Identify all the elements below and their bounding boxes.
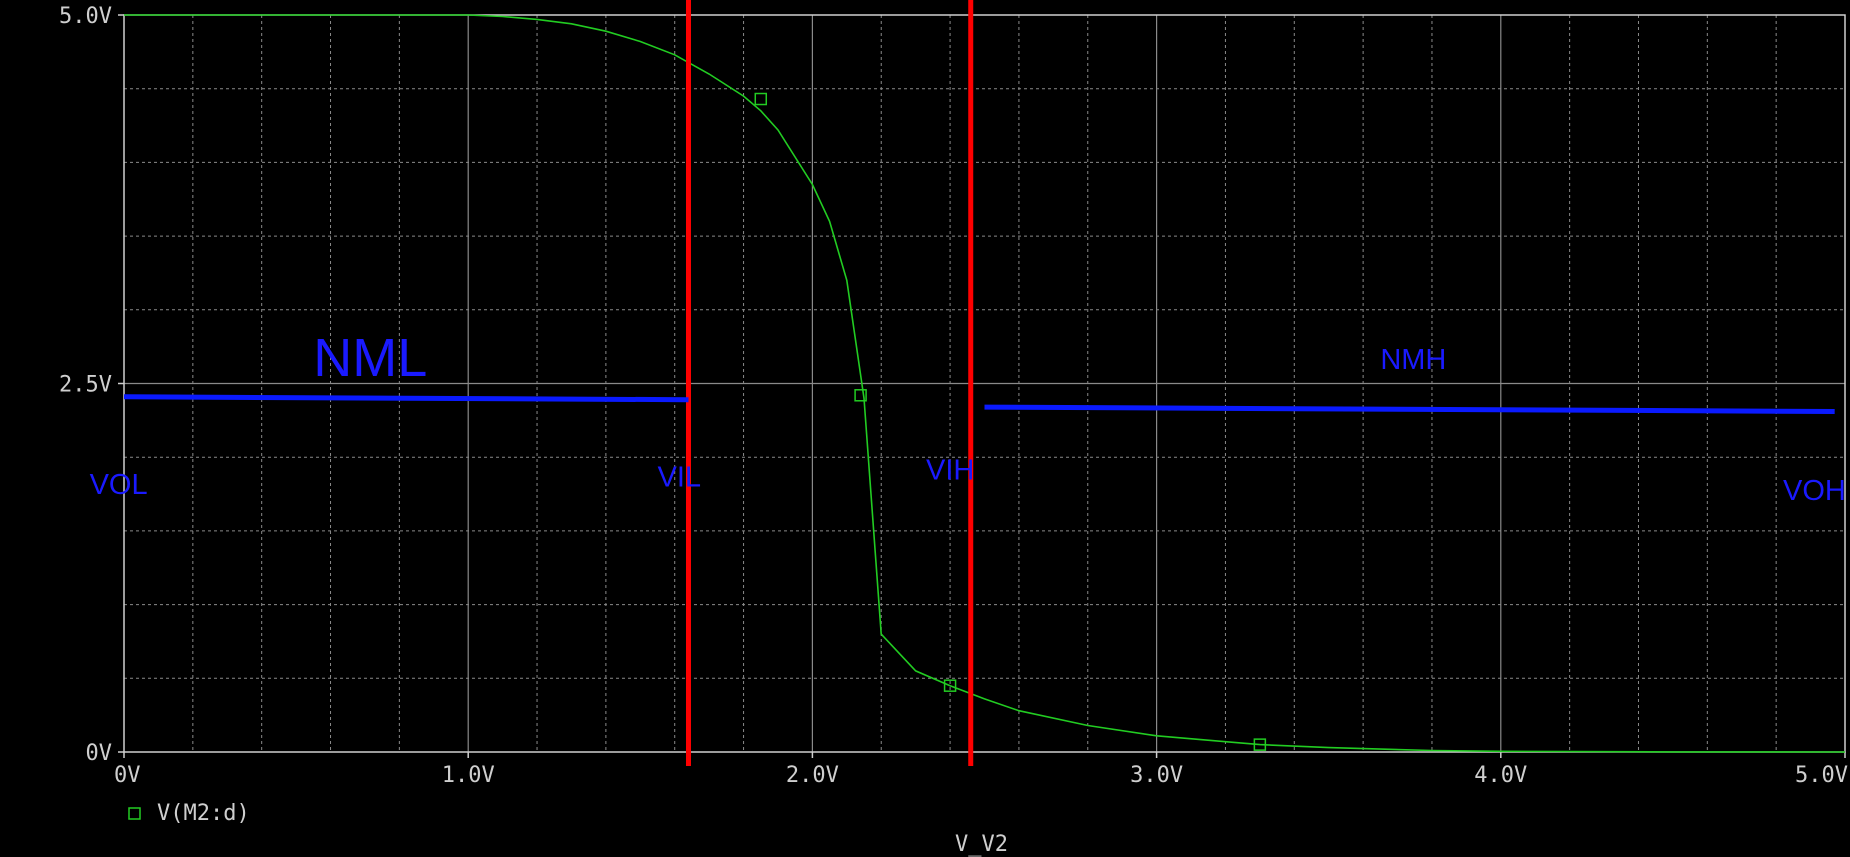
- x-tick-label: 1.0V: [442, 763, 495, 788]
- y-tick-label: 5.0V: [59, 4, 112, 29]
- x-tick-label: 3.0V: [1130, 763, 1183, 788]
- y-tick-label: 2.5V: [59, 373, 112, 398]
- annotation-label: NML: [313, 328, 427, 388]
- horizontal-segment: [124, 397, 688, 400]
- annotation-label: VIL: [658, 462, 702, 494]
- annotation-label: VOL: [90, 469, 148, 501]
- x-tick-label: 0V: [114, 763, 141, 788]
- y-tick-label: 0V: [86, 741, 113, 766]
- annotation-label: NMH: [1380, 344, 1446, 376]
- x-tick-label: 2.0V: [786, 763, 839, 788]
- legend-label: V(M2:d): [157, 801, 250, 826]
- x-axis-title: V_V2: [955, 832, 1008, 857]
- x-tick-label: 5.0V: [1795, 763, 1848, 788]
- annotation-label: VIH: [926, 454, 974, 486]
- x-tick-label: 4.0V: [1474, 763, 1527, 788]
- annotation-label: VOH: [1783, 475, 1846, 507]
